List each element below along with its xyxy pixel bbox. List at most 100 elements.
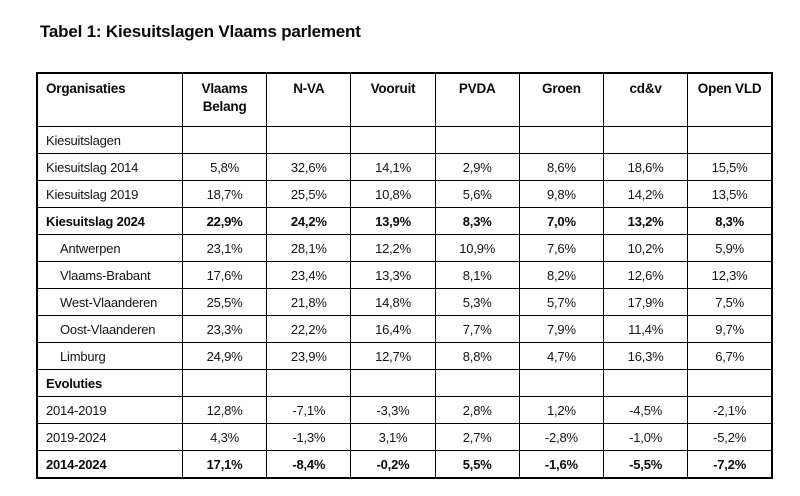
value-cell: 8,3%: [434, 207, 520, 235]
value-cell: [434, 369, 520, 397]
value-cell: 9,7%: [687, 315, 773, 343]
row-label: Antwerpen: [36, 234, 183, 262]
value-cell: 13,3%: [350, 261, 436, 289]
value-cell: 24,2%: [266, 207, 352, 235]
table-row: West-Vlaanderen 25,5% 21,8% 14,8% 5,3% 5,7% 17…: [36, 288, 773, 316]
value-cell: 12,6%: [603, 261, 689, 289]
value-cell: 8,6%: [518, 153, 605, 181]
value-cell: [181, 126, 268, 154]
table-row: 2019-2024 4,3% -1,3% 3,1% 2,7% -2,8% -1,0% -5,2…: [36, 423, 773, 451]
value-cell: 10,2%: [603, 234, 689, 262]
table-header-row: Organisaties Vlaams Belang N-VA Vooruit PVDA…: [36, 72, 773, 127]
table-row: Oost-Vlaanderen 23,3% 22,2% 16,4% 7,7% 7,9% 11…: [36, 315, 773, 343]
value-cell: 4,3%: [181, 423, 268, 451]
value-cell: 8,1%: [434, 261, 520, 289]
value-cell: 8,3%: [687, 207, 773, 235]
table-row: 2014-2019 12,8% -7,1% -3,3% 2,8% 1,2% -4,5% -2,…: [36, 396, 773, 424]
value-cell: 7,5%: [687, 288, 773, 316]
value-cell: -2,8%: [518, 423, 605, 451]
value-cell: 12,7%: [350, 342, 436, 370]
value-cell: 13,5%: [687, 180, 773, 208]
column-header-pvda: PVDA: [434, 72, 520, 127]
table-body: Kiesuitslagen Kiesuitslag 2014 5,8% 32,6% 14…: [36, 126, 773, 479]
value-cell: [603, 126, 689, 154]
value-cell: 32,6%: [266, 153, 352, 181]
row-label: 2014-2019: [36, 396, 183, 424]
value-cell: 2,8%: [434, 396, 520, 424]
value-cell: [266, 369, 352, 397]
value-cell: -1,0%: [603, 423, 689, 451]
value-cell: 1,2%: [518, 396, 605, 424]
value-cell: 25,5%: [266, 180, 352, 208]
table-row: Kiesuitslag 2014 5,8% 32,6% 14,1% 2,9% 8,6% 18…: [36, 153, 773, 181]
table-row: Kiesuitslagen: [36, 126, 773, 154]
row-label: Kiesuitslagen: [36, 126, 183, 154]
value-cell: 23,3%: [181, 315, 268, 343]
value-cell: 12,8%: [181, 396, 268, 424]
value-cell: 17,1%: [181, 450, 268, 479]
value-cell: 14,1%: [350, 153, 436, 181]
value-cell: 17,6%: [181, 261, 268, 289]
row-label: Limburg: [36, 342, 183, 370]
row-label: 2019-2024: [36, 423, 183, 451]
value-cell: 7,6%: [518, 234, 605, 262]
value-cell: 18,6%: [603, 153, 689, 181]
value-cell: 23,1%: [181, 234, 268, 262]
table-row: Kiesuitslag 2024 22,9% 24,2% 13,9% 8,3% 7,0% 1…: [36, 207, 773, 235]
table-row: Vlaams-Brabant 17,6% 23,4% 13,3% 8,1% 8,2% 12,…: [36, 261, 773, 289]
column-header-open-vld: Open VLD: [687, 72, 773, 127]
value-cell: 25,5%: [181, 288, 268, 316]
row-label: Kiesuitslag 2024: [36, 207, 183, 235]
value-cell: 15,5%: [687, 153, 773, 181]
value-cell: 13,9%: [350, 207, 436, 235]
value-cell: 22,2%: [266, 315, 352, 343]
value-cell: 21,8%: [266, 288, 352, 316]
column-header-organisaties: Organisaties: [36, 72, 183, 127]
value-cell: 4,7%: [518, 342, 605, 370]
value-cell: 12,2%: [350, 234, 436, 262]
value-cell: -3,3%: [350, 396, 436, 424]
value-cell: 28,1%: [266, 234, 352, 262]
column-header-vooruit: Vooruit: [350, 72, 436, 127]
value-cell: 14,2%: [603, 180, 689, 208]
table-row: Evoluties: [36, 369, 773, 397]
table-row: Antwerpen 23,1% 28,1% 12,2% 10,9% 7,6% 10,2% 5,…: [36, 234, 773, 262]
value-cell: 13,2%: [603, 207, 689, 235]
value-cell: 16,4%: [350, 315, 436, 343]
value-cell: [518, 369, 605, 397]
value-cell: [181, 369, 268, 397]
value-cell: [350, 126, 436, 154]
row-label: Vlaams-Brabant: [36, 261, 183, 289]
value-cell: 16,3%: [603, 342, 689, 370]
column-header-groen: Groen: [518, 72, 605, 127]
value-cell: 5,8%: [181, 153, 268, 181]
value-cell: 23,4%: [266, 261, 352, 289]
value-cell: 11,4%: [603, 315, 689, 343]
value-cell: -8,4%: [266, 450, 352, 479]
table-head: Organisaties Vlaams Belang N-VA Vooruit PVDA…: [36, 72, 773, 127]
value-cell: 17,9%: [603, 288, 689, 316]
value-cell: 24,9%: [181, 342, 268, 370]
row-label: Oost-Vlaanderen: [36, 315, 183, 343]
election-results-table: Organisaties Vlaams Belang N-VA Vooruit PVDA…: [36, 72, 773, 479]
column-header-cd-v: cd&v: [603, 72, 689, 127]
value-cell: -5,2%: [687, 423, 773, 451]
value-cell: [266, 126, 352, 154]
value-cell: 12,3%: [687, 261, 773, 289]
value-cell: 8,2%: [518, 261, 605, 289]
value-cell: 9,8%: [518, 180, 605, 208]
value-cell: [518, 126, 605, 154]
value-cell: 10,8%: [350, 180, 436, 208]
column-header-n-va: N-VA: [266, 72, 352, 127]
value-cell: 5,5%: [434, 450, 520, 479]
value-cell: 5,9%: [687, 234, 773, 262]
table-row: Kiesuitslag 2019 18,7% 25,5% 10,8% 5,6% 9,8% 1…: [36, 180, 773, 208]
table-row: 2014-2024 17,1% -8,4% -0,2% 5,5% -1,6% -5,5% -7…: [36, 450, 773, 479]
value-cell: 2,7%: [434, 423, 520, 451]
value-cell: 7,9%: [518, 315, 605, 343]
value-cell: -4,5%: [603, 396, 689, 424]
value-cell: -5,5%: [603, 450, 689, 479]
row-label: Evoluties: [36, 369, 183, 397]
value-cell: 5,6%: [434, 180, 520, 208]
